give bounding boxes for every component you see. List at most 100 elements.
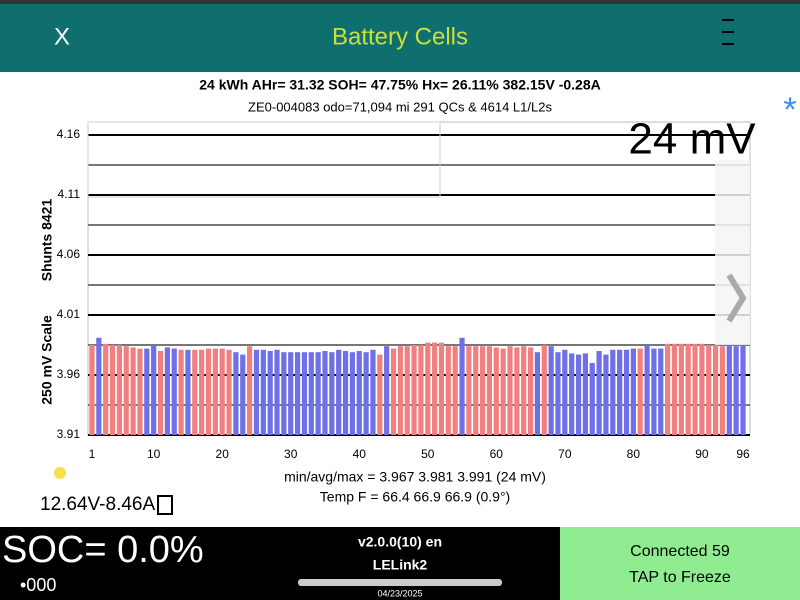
bar xyxy=(233,352,239,435)
bar xyxy=(603,354,609,435)
bar xyxy=(438,342,445,435)
bar xyxy=(637,348,643,435)
bar xyxy=(329,352,335,435)
bar xyxy=(466,346,472,435)
bar xyxy=(692,343,698,435)
info-line: ZE0-004083 odo=71,094 mi 291 QCs & 4614 … xyxy=(248,99,552,114)
bar xyxy=(109,345,116,435)
bar xyxy=(432,342,438,435)
bar xyxy=(582,353,588,435)
y-axis-label: 250 mV Scale xyxy=(39,315,55,405)
bar xyxy=(281,352,287,435)
plot: 3.91 3.96 4.01 4.06 4.11 4.16 1 10 20 30 40 50 60 70 8… xyxy=(57,127,750,461)
stats-line: min/avg/max = 3.967 3.981 3.991 (24 mV) xyxy=(284,469,546,485)
bar xyxy=(178,349,184,435)
bar xyxy=(411,345,417,435)
bar xyxy=(164,347,170,435)
bar xyxy=(712,345,719,435)
overlay-box xyxy=(87,121,441,198)
bar xyxy=(575,354,582,435)
bar xyxy=(651,348,657,435)
bar xyxy=(247,346,253,435)
bar xyxy=(473,346,479,435)
x-tick-label: 1 xyxy=(89,447,96,461)
bar xyxy=(445,346,451,435)
bar xyxy=(514,347,520,435)
bar xyxy=(384,346,390,435)
bar xyxy=(116,345,123,435)
bar xyxy=(103,343,109,435)
bar xyxy=(96,337,102,435)
bar xyxy=(199,349,205,435)
bar xyxy=(617,349,623,435)
bar xyxy=(719,346,726,435)
bar xyxy=(459,337,465,435)
stats-line: Temp F = 66.4 66.9 66.9 (0.9°) xyxy=(320,489,510,505)
bar xyxy=(548,346,554,435)
x-tick-label: 40 xyxy=(353,447,367,461)
home-indicator xyxy=(298,579,502,586)
bar xyxy=(452,346,458,435)
bar xyxy=(171,348,177,435)
x-tick-label: 30 xyxy=(284,447,298,461)
footer-right[interactable] xyxy=(560,527,800,600)
calendar-icon xyxy=(157,495,173,515)
date: 04/23/2025 xyxy=(377,588,422,598)
x-tick-label: 10 xyxy=(147,447,161,461)
bar xyxy=(192,349,198,435)
bar xyxy=(404,346,410,435)
bar xyxy=(322,351,328,435)
x-tick-label: 90 xyxy=(695,447,709,461)
bar xyxy=(151,345,157,435)
next-arrow[interactable] xyxy=(726,273,747,323)
status-strip xyxy=(0,0,800,4)
bar xyxy=(363,352,369,435)
y-tick-label: 4.16 xyxy=(57,127,81,141)
y-tick-label: 4.06 xyxy=(57,247,81,261)
bar xyxy=(89,345,95,435)
y-tick-label: 4.11 xyxy=(58,187,81,201)
bar xyxy=(349,352,355,435)
bar xyxy=(205,348,212,435)
bar xyxy=(493,347,499,435)
bar xyxy=(315,352,321,435)
bar xyxy=(397,346,403,435)
connected-status: Connected 59 xyxy=(630,543,730,560)
device: LELink2 xyxy=(373,557,428,573)
bar xyxy=(418,345,424,435)
bar xyxy=(671,343,678,435)
menu-icon[interactable] xyxy=(722,19,734,45)
bulb-icon xyxy=(54,467,66,479)
close-button[interactable]: X xyxy=(54,23,70,50)
bar xyxy=(390,348,397,435)
info-line: 24 kWh AHr= 31.32 SOH= 47.75% Hx= 26.11%… xyxy=(199,77,600,93)
x-tick-label: 20 xyxy=(216,447,230,461)
bar xyxy=(123,346,129,435)
x-tick-label: 70 xyxy=(558,447,572,461)
bar xyxy=(336,349,342,435)
bar xyxy=(726,345,732,435)
bar xyxy=(253,349,260,435)
bar xyxy=(665,343,671,435)
header-bar xyxy=(0,0,800,72)
bar xyxy=(308,352,314,435)
tap-to-freeze[interactable]: TAP to Freeze xyxy=(629,569,731,586)
bar xyxy=(610,349,616,435)
bar xyxy=(589,363,595,435)
bar xyxy=(534,352,541,435)
bar xyxy=(144,348,150,435)
version: v2.0.0(10) en xyxy=(358,534,442,550)
bar xyxy=(644,345,650,435)
bar xyxy=(157,351,164,435)
aux-voltage: 12.64V-8.46A xyxy=(40,494,155,515)
bar xyxy=(562,349,568,435)
y-tick-label: 3.91 xyxy=(57,427,81,441)
bar xyxy=(740,345,746,435)
bar xyxy=(377,354,383,435)
bluetooth-icon[interactable]: * xyxy=(783,91,796,129)
bar xyxy=(500,348,506,435)
bar xyxy=(699,343,705,435)
bar xyxy=(527,347,534,435)
